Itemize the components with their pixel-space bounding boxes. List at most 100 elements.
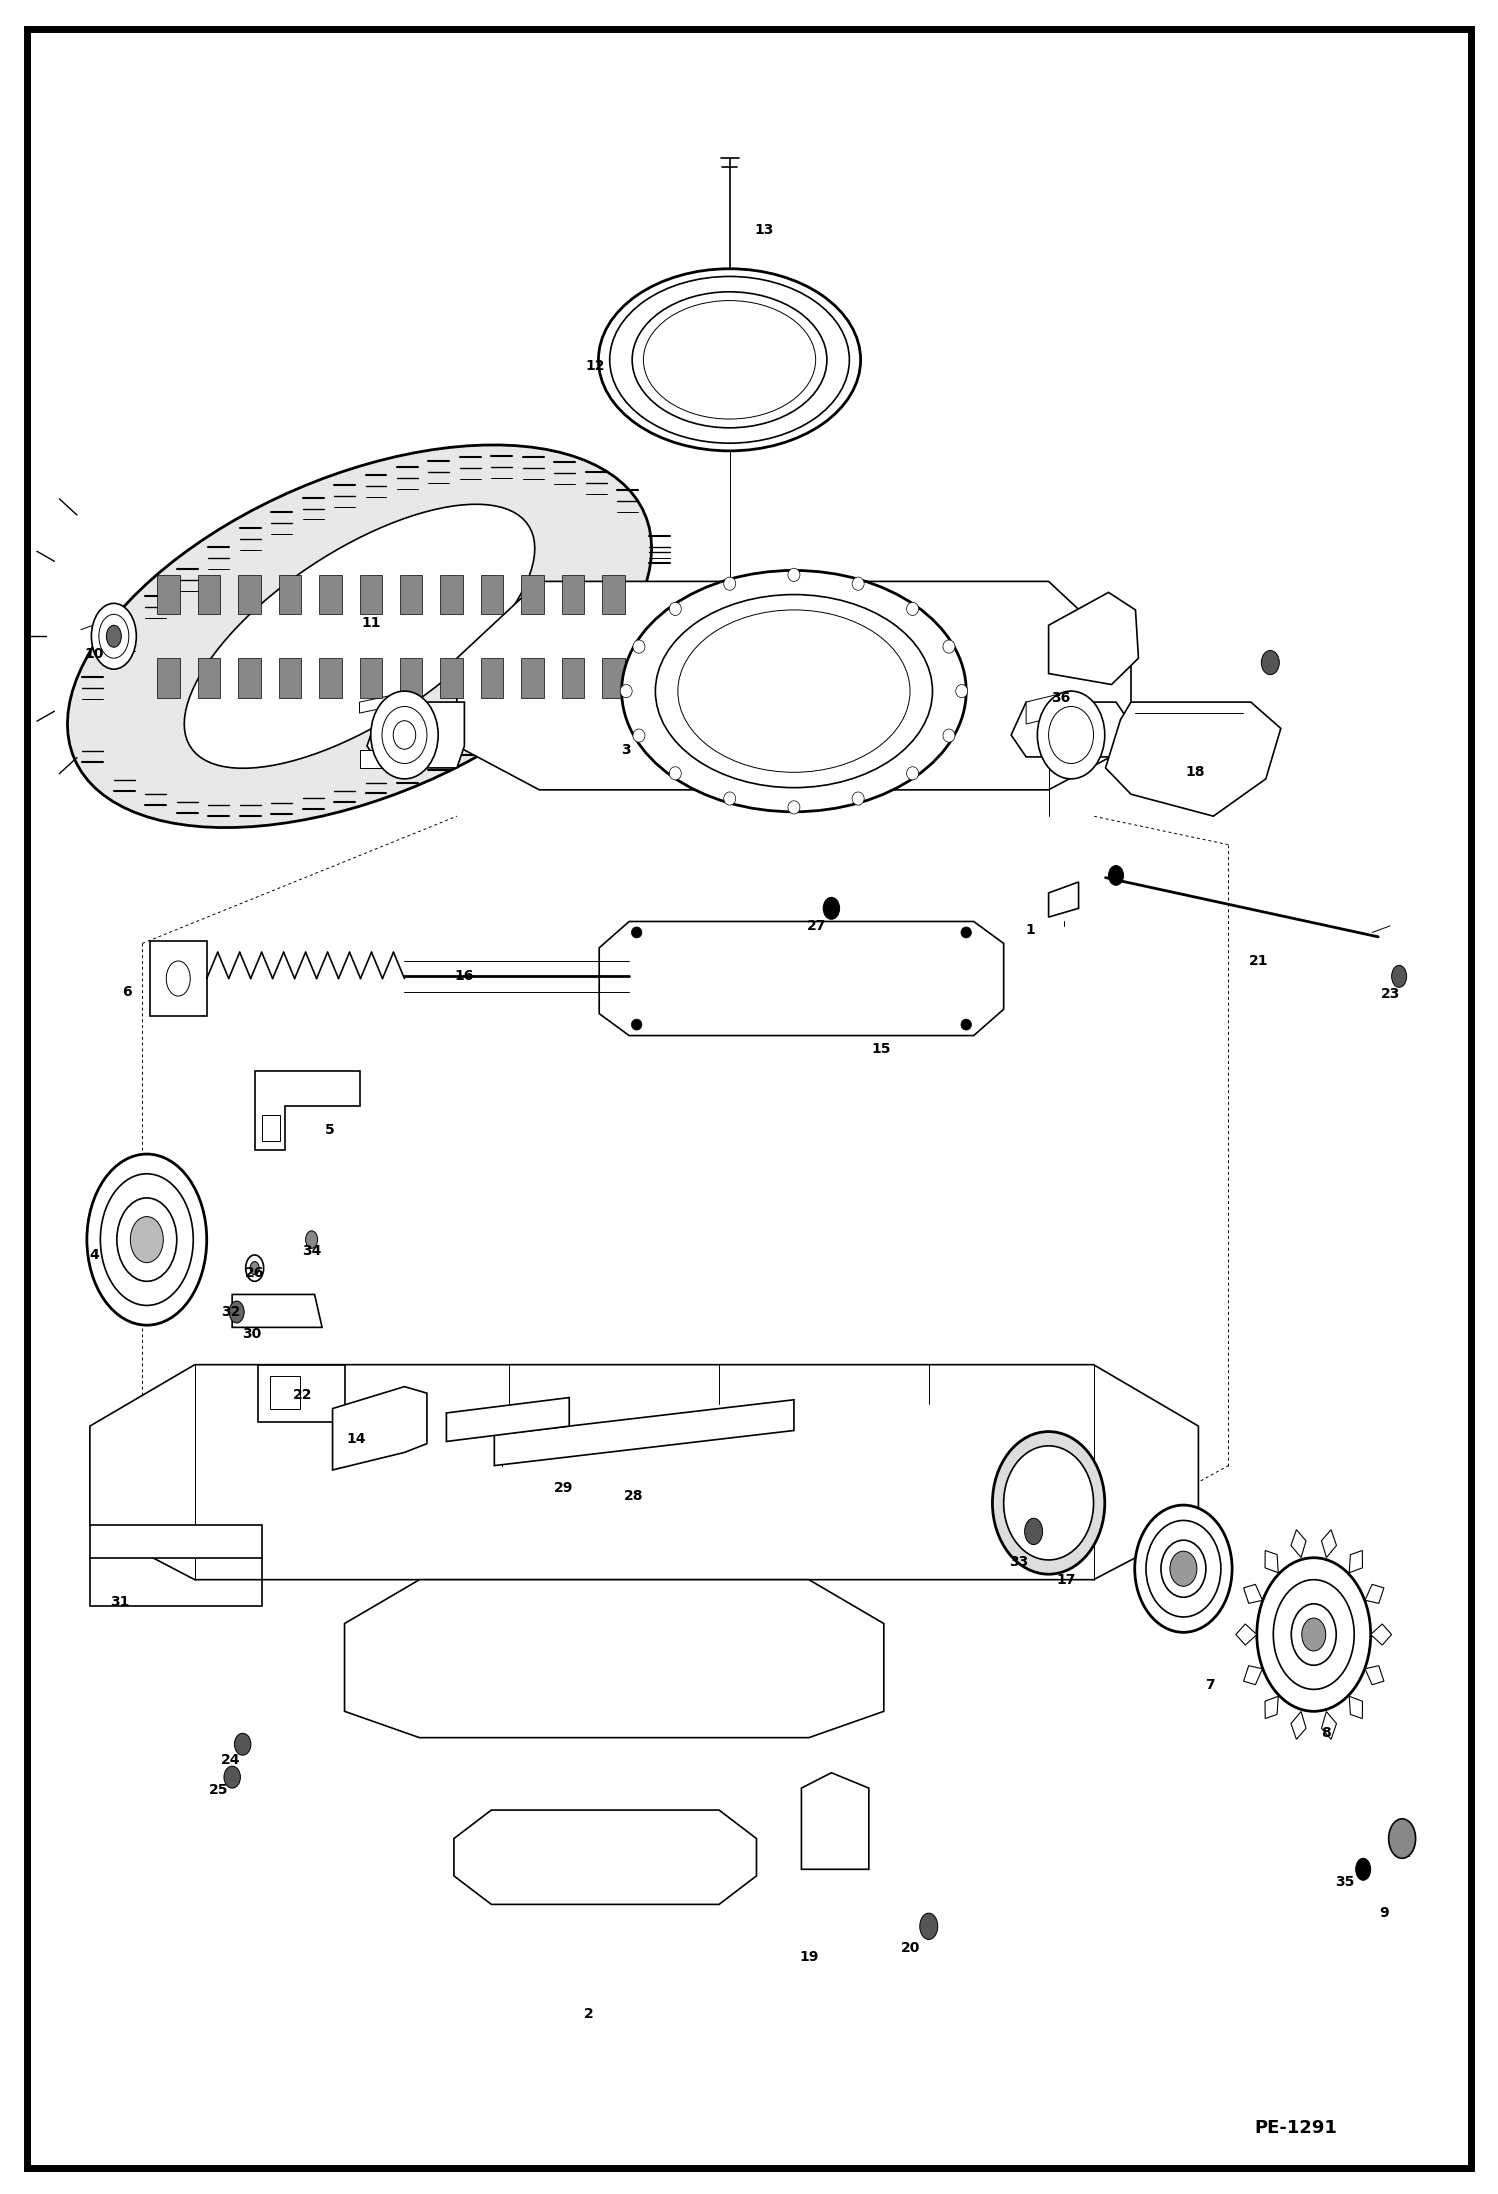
Ellipse shape bbox=[942, 641, 954, 654]
Text: 30: 30 bbox=[243, 1327, 261, 1341]
Text: 20: 20 bbox=[902, 1942, 920, 1955]
Polygon shape bbox=[1365, 1665, 1384, 1685]
Ellipse shape bbox=[372, 691, 437, 779]
Bar bbox=[521, 658, 544, 698]
Ellipse shape bbox=[631, 928, 641, 939]
Ellipse shape bbox=[1302, 1617, 1326, 1650]
Ellipse shape bbox=[99, 614, 129, 658]
Polygon shape bbox=[1236, 1624, 1257, 1646]
Text: 14: 14 bbox=[346, 1433, 367, 1446]
Ellipse shape bbox=[920, 1913, 938, 1939]
Bar bbox=[319, 658, 342, 698]
Ellipse shape bbox=[1109, 864, 1124, 884]
Polygon shape bbox=[599, 921, 1004, 1036]
Bar bbox=[562, 658, 584, 698]
Polygon shape bbox=[1264, 1696, 1278, 1718]
Text: 28: 28 bbox=[623, 1490, 644, 1503]
Polygon shape bbox=[67, 445, 652, 827]
Text: 35: 35 bbox=[1336, 1876, 1354, 1889]
Polygon shape bbox=[801, 1773, 869, 1869]
Ellipse shape bbox=[634, 641, 646, 654]
Text: 3: 3 bbox=[622, 744, 631, 757]
Ellipse shape bbox=[166, 961, 190, 996]
Ellipse shape bbox=[788, 568, 800, 581]
Ellipse shape bbox=[788, 801, 800, 814]
Bar bbox=[279, 575, 301, 614]
Polygon shape bbox=[1350, 1696, 1363, 1718]
Bar bbox=[157, 575, 180, 614]
Ellipse shape bbox=[992, 1433, 1104, 1575]
Ellipse shape bbox=[656, 595, 932, 788]
Ellipse shape bbox=[1037, 691, 1104, 779]
Bar bbox=[440, 575, 463, 614]
Polygon shape bbox=[360, 691, 412, 713]
Bar bbox=[602, 575, 625, 614]
Bar bbox=[198, 658, 220, 698]
Polygon shape bbox=[360, 750, 404, 768]
Bar bbox=[360, 658, 382, 698]
Bar bbox=[262, 1115, 280, 1141]
Text: 33: 33 bbox=[1010, 1556, 1028, 1569]
Ellipse shape bbox=[610, 276, 849, 443]
Ellipse shape bbox=[632, 292, 827, 428]
Polygon shape bbox=[1049, 882, 1079, 917]
Ellipse shape bbox=[942, 728, 954, 742]
Ellipse shape bbox=[1025, 1518, 1043, 1545]
Text: 6: 6 bbox=[123, 985, 132, 998]
Bar bbox=[400, 575, 422, 614]
Bar bbox=[238, 658, 261, 698]
Ellipse shape bbox=[670, 603, 682, 617]
Bar bbox=[602, 658, 625, 698]
Ellipse shape bbox=[1004, 1446, 1094, 1560]
Text: 24: 24 bbox=[220, 1753, 241, 1766]
Polygon shape bbox=[494, 1400, 794, 1466]
Text: 5: 5 bbox=[325, 1123, 334, 1136]
Ellipse shape bbox=[1146, 1520, 1221, 1617]
Text: 18: 18 bbox=[1185, 766, 1206, 779]
Bar bbox=[440, 658, 463, 698]
Ellipse shape bbox=[130, 1215, 163, 1264]
Ellipse shape bbox=[962, 928, 972, 939]
Text: 4: 4 bbox=[90, 1248, 99, 1262]
Text: 19: 19 bbox=[800, 1950, 818, 1964]
Polygon shape bbox=[1106, 702, 1281, 816]
Polygon shape bbox=[446, 1398, 569, 1441]
Ellipse shape bbox=[306, 1231, 318, 1248]
Text: 10: 10 bbox=[85, 647, 103, 660]
Ellipse shape bbox=[643, 301, 815, 419]
Text: 31: 31 bbox=[111, 1595, 129, 1608]
Polygon shape bbox=[1291, 1711, 1306, 1740]
Ellipse shape bbox=[1161, 1540, 1206, 1597]
Text: 22: 22 bbox=[292, 1389, 313, 1402]
Polygon shape bbox=[1291, 1529, 1306, 1558]
Ellipse shape bbox=[225, 1766, 240, 1788]
Text: 32: 32 bbox=[222, 1305, 240, 1319]
Ellipse shape bbox=[100, 1174, 193, 1305]
Polygon shape bbox=[1321, 1711, 1336, 1740]
Ellipse shape bbox=[631, 1018, 641, 1029]
Ellipse shape bbox=[91, 603, 136, 669]
Text: 23: 23 bbox=[1381, 987, 1399, 1000]
Text: 12: 12 bbox=[584, 360, 605, 373]
Ellipse shape bbox=[1049, 706, 1094, 764]
Bar bbox=[400, 658, 422, 698]
Polygon shape bbox=[1026, 691, 1071, 724]
Ellipse shape bbox=[1273, 1580, 1354, 1689]
Text: 29: 29 bbox=[554, 1481, 572, 1494]
Ellipse shape bbox=[852, 792, 864, 805]
Polygon shape bbox=[184, 505, 535, 768]
Ellipse shape bbox=[906, 603, 918, 617]
Bar bbox=[238, 575, 261, 614]
Ellipse shape bbox=[106, 625, 121, 647]
Ellipse shape bbox=[724, 577, 736, 590]
Text: 1: 1 bbox=[1026, 924, 1035, 937]
Ellipse shape bbox=[87, 1154, 207, 1325]
Ellipse shape bbox=[962, 1018, 972, 1029]
Bar bbox=[481, 658, 503, 698]
Bar bbox=[198, 575, 220, 614]
Polygon shape bbox=[345, 1580, 884, 1738]
Polygon shape bbox=[1350, 1551, 1363, 1573]
Text: 26: 26 bbox=[246, 1266, 264, 1279]
Polygon shape bbox=[454, 1810, 756, 1904]
Polygon shape bbox=[367, 702, 464, 768]
